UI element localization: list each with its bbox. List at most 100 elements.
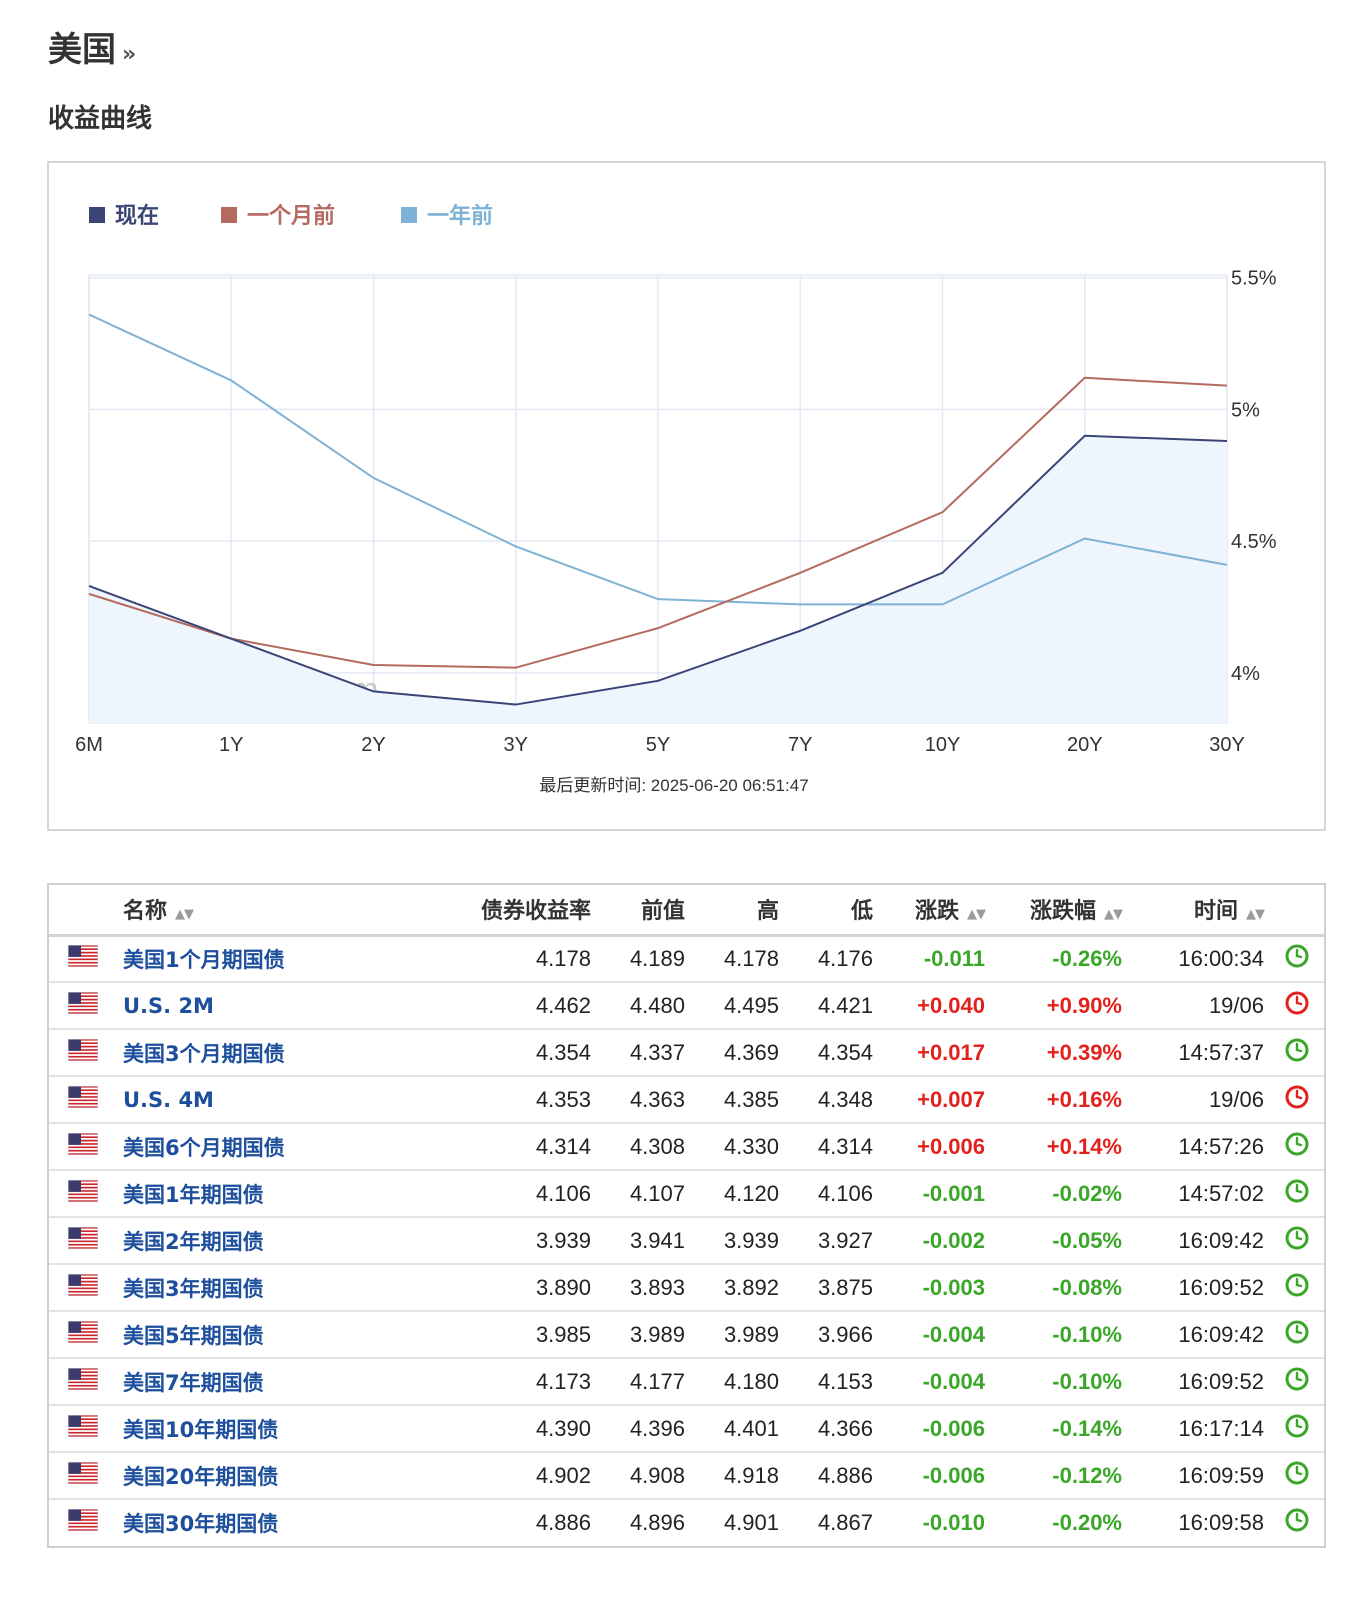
table-row[interactable]: 美国5年期国债 3.985 3.989 3.989 3.966 -0.004 -0.10% 1…	[49, 1311, 1324, 1359]
low-cell: 3.927	[785, 1217, 879, 1265]
change-cell: -0.006	[879, 1405, 991, 1453]
table-row[interactable]: 美国1个月期国债 4.178 4.189 4.178 4.176 -0.011 -0.26%…	[49, 935, 1324, 983]
table-row[interactable]: 美国20年期国债 4.902 4.908 4.918 4.886 -0.006 -0.12%…	[49, 1452, 1324, 1500]
yield-cell: 4.354	[447, 1029, 597, 1077]
time-cell: 14:57:37	[1128, 1029, 1270, 1077]
status-cell	[1270, 982, 1324, 1030]
bond-name-cell: 美国30年期国债	[117, 1499, 447, 1546]
series-line-0	[88, 434, 1228, 706]
header-name[interactable]: 名称 ▲▼	[117, 885, 447, 937]
flag-cell	[49, 982, 117, 1030]
page-title[interactable]: 美国»	[48, 22, 136, 71]
last-updated-text: 最后更新时间: 2025-06-20 06:51:47	[539, 776, 808, 795]
bond-name-link[interactable]: 美国7年期国债	[123, 1370, 264, 1395]
bond-name-link[interactable]: 美国30年期国债	[123, 1512, 279, 1536]
us-flag-icon	[67, 991, 99, 1019]
double-chevron-right-icon[interactable]: »	[122, 42, 137, 67]
x-tick-label: 2Y	[361, 734, 385, 756]
flag-cell	[49, 1452, 117, 1500]
change-cell: +0.007	[879, 1076, 991, 1124]
high-cell: 4.385	[691, 1076, 785, 1124]
table-row[interactable]: 美国6个月期国债 4.314 4.308 4.330 4.314 +0.006 +0.14%…	[49, 1123, 1324, 1171]
bond-name-cell: 美国3个月期国债	[117, 1029, 447, 1077]
x-tick-label: 3Y	[504, 734, 528, 756]
low-cell: 4.176	[785, 935, 879, 983]
clock-icon-green	[1285, 1273, 1309, 1302]
low-cell: 4.314	[785, 1123, 879, 1171]
legend-item-2[interactable]: 一年前	[401, 203, 493, 229]
bond-name-link[interactable]: 美国10年期国债	[123, 1417, 279, 1442]
status-cell	[1270, 1264, 1324, 1312]
change-pct-cell: -0.12%	[991, 1452, 1128, 1500]
sort-icon[interactable]: ▲▼	[1246, 907, 1265, 923]
bond-name-link[interactable]: 美国20年期国债	[123, 1464, 279, 1489]
table-row[interactable]: U.S. 2M 4.462 4.480 4.495 4.421 +0.040 +0.90% 1…	[49, 982, 1324, 1030]
header-change[interactable]: 涨跌 ▲▼	[879, 885, 991, 937]
series-area-0	[89, 435, 1227, 723]
bond-name-link[interactable]: U.S. 4M	[123, 1087, 214, 1112]
header-change-pct[interactable]: 涨跌幅 ▲▼	[991, 885, 1128, 937]
table-row[interactable]: 美国3年期国债 3.890 3.893 3.892 3.875 -0.003 -0.08% 1…	[49, 1264, 1324, 1312]
yield-cell: 3.939	[447, 1217, 597, 1265]
clock-icon-green	[1285, 1179, 1309, 1208]
us-flag-icon	[67, 1179, 99, 1207]
table-row[interactable]: 美国10年期国债 4.390 4.396 4.401 4.366 -0.006 -0.14%…	[49, 1405, 1324, 1453]
high-cell: 4.180	[691, 1358, 785, 1406]
table-row[interactable]: U.S. 4M 4.353 4.363 4.385 4.348 +0.007 +0.16% 1…	[49, 1076, 1324, 1124]
change-cell: -0.001	[879, 1170, 991, 1218]
clock-icon-red	[1285, 1085, 1309, 1114]
status-cell	[1270, 1170, 1324, 1218]
change-pct-cell: -0.26%	[991, 935, 1128, 983]
table-row[interactable]: 美国1年期国债 4.106 4.107 4.120 4.106 -0.001 -0.02% 1…	[49, 1170, 1324, 1218]
header-change-label: 涨跌	[914, 899, 959, 925]
prev-cell: 4.896	[629, 1510, 685, 1535]
time-cell: 16:09:42	[1128, 1217, 1270, 1265]
sort-icon[interactable]: ▲▼	[175, 907, 194, 923]
change-pct-cell: -0.08%	[991, 1264, 1128, 1312]
yield-cell: 4.178	[447, 935, 597, 983]
header-time[interactable]: 时间 ▲▼	[1128, 885, 1270, 937]
bond-name-link[interactable]: 美国5年期国债	[123, 1323, 264, 1348]
table-body: 美国1个月期国债 4.178 4.189 4.178 4.176 -0.011 -0.26%…	[49, 935, 1324, 1546]
time-cell: 19/06	[1128, 982, 1270, 1030]
high-cell: 4.120	[691, 1170, 785, 1218]
table-header: 名称 ▲▼ 债券收益率 前值 高 低 涨跌 ▲▼ 涨跌幅 ▲▼ 时间 ▲▼	[49, 885, 1324, 937]
bond-name-cell: 美国3年期国债	[117, 1264, 447, 1312]
y-tick-label: 4.5%	[1231, 531, 1277, 553]
page-title-text[interactable]: 美国	[48, 30, 116, 70]
bond-name-link[interactable]: 美国6个月期国债	[123, 1135, 285, 1160]
status-cell	[1270, 1358, 1324, 1406]
bond-name-link[interactable]: 美国1年期国债	[123, 1182, 264, 1207]
bond-name-link[interactable]: U.S. 2M	[123, 993, 214, 1018]
legend-item-0[interactable]: 现在	[89, 203, 159, 229]
table-row[interactable]: 美国2年期国债 3.939 3.941 3.939 3.927 -0.002 -0.05% 1…	[49, 1217, 1324, 1265]
series-line-2	[88, 313, 1228, 606]
clock-icon-green	[1285, 1320, 1309, 1349]
flag-cell	[49, 1358, 117, 1406]
change-cell: -0.003	[879, 1264, 991, 1312]
change-cell: -0.004	[879, 1358, 991, 1406]
bond-name-link[interactable]: 美国3年期国债	[123, 1276, 264, 1301]
clock-icon-green	[1285, 1414, 1309, 1443]
us-flag-icon	[67, 1226, 99, 1254]
bond-name-link[interactable]: 美国1个月期国债	[123, 947, 285, 972]
change-cell: -0.010	[922, 1510, 985, 1535]
low-cell: 4.886	[785, 1452, 879, 1500]
us-flag-icon	[67, 1132, 99, 1160]
time-cell: 14:57:26	[1128, 1123, 1270, 1171]
bond-name-link[interactable]: 美国3个月期国债	[123, 1041, 285, 1066]
sort-icon[interactable]: ▲▼	[1104, 907, 1123, 923]
us-flag-icon	[67, 1273, 99, 1301]
legend-label-2: 一年前	[427, 203, 493, 229]
change-pct-cell: +0.39%	[991, 1029, 1128, 1077]
table-row[interactable]: 美国30年期国债 4.886 4.896 4.901 4.867 -0.010 -0.20%…	[49, 1499, 1324, 1546]
table-row[interactable]: 美国3个月期国债 4.354 4.337 4.369 4.354 +0.017 +0.39%…	[49, 1029, 1324, 1077]
header-high: 高	[691, 885, 785, 937]
legend-item-1[interactable]: 一个月前	[221, 203, 335, 229]
flag-cell	[49, 1311, 117, 1359]
time-cell: 14:57:02	[1128, 1170, 1270, 1218]
bond-name-link[interactable]: 美国2年期国债	[123, 1229, 264, 1254]
low-cell: 4.106	[785, 1170, 879, 1218]
sort-icon[interactable]: ▲▼	[967, 907, 986, 923]
table-row[interactable]: 美国7年期国债 4.173 4.177 4.180 4.153 -0.004 -0.10% 1…	[49, 1358, 1324, 1406]
